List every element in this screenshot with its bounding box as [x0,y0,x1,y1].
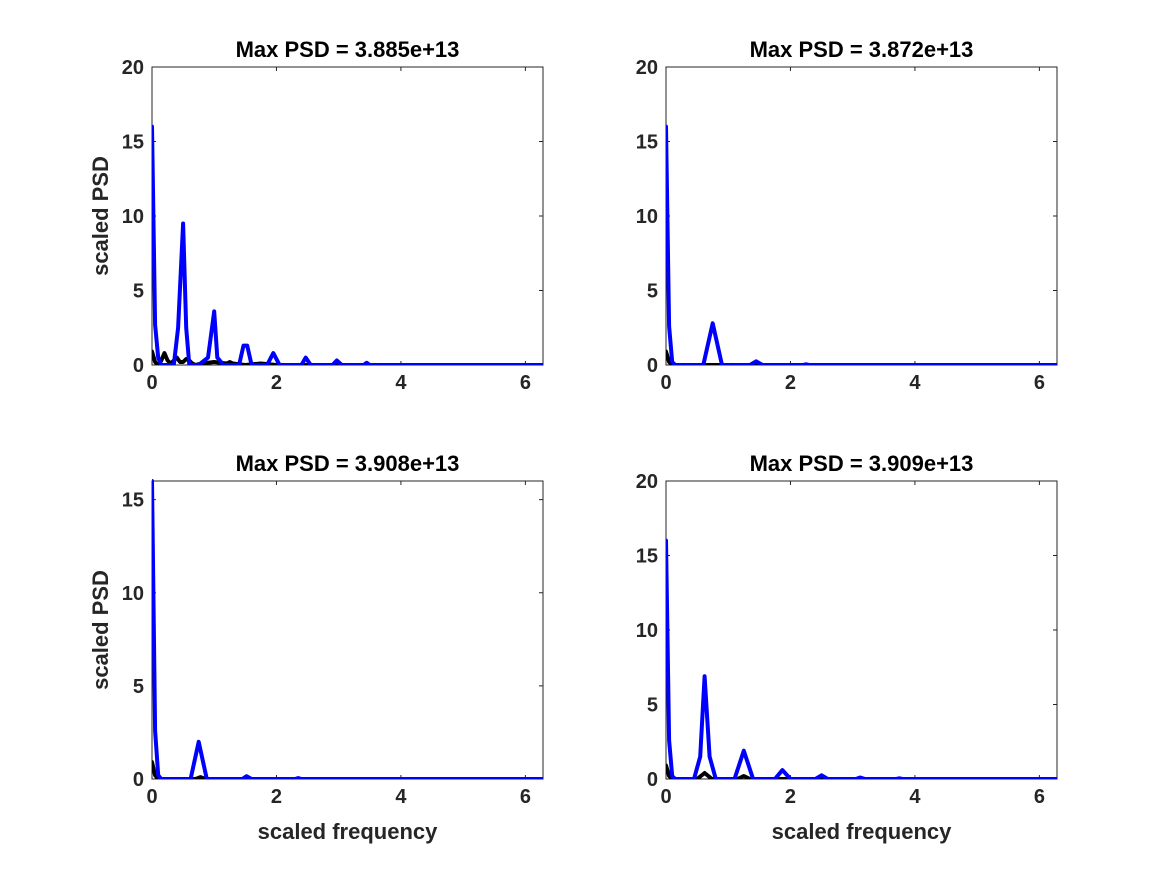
x-tick-label: 0 [660,786,671,808]
axes-box [665,480,1058,780]
x-axis-label: scaled frequency [772,819,953,844]
y-tick-label: 10 [122,206,144,228]
subplot-title: Max PSD = 3.909e+13 [750,451,974,476]
series-line-1 [152,760,543,779]
y-tick-label: 10 [636,620,658,642]
axes-box [665,66,1058,366]
x-tick-label: 6 [520,786,531,808]
x-tick-label: 0 [660,372,671,394]
axes-box [151,480,544,780]
y-tick-label: 0 [133,355,144,377]
x-tick-label: 0 [146,372,157,394]
y-tick-label: 10 [636,206,658,228]
y-tick-label: 15 [122,132,144,154]
series-line-2 [666,124,1057,365]
subplot-title: Max PSD = 3.908e+13 [236,451,460,476]
series-line-2 [152,479,543,779]
x-tick-label: 2 [271,786,282,808]
x-tick-label: 2 [271,372,282,394]
y-tick-label: 10 [122,583,144,605]
series-line-1 [666,349,1057,365]
y-tick-label: 15 [122,490,144,512]
y-tick-label: 0 [133,769,144,791]
y-tick-label: 5 [133,281,144,303]
x-tick-label: 2 [785,372,796,394]
series-line-2 [152,124,543,365]
subplot-4: 0 2 4 6 0 5 10 15 20 Max PSD = 3.909e+13 scaled fr… [636,451,1058,844]
x-tick-label: 0 [146,786,157,808]
x-tick-label: 6 [1034,372,1045,394]
x-axis-label: scaled frequency [258,819,439,844]
y-tick-label: 5 [647,695,658,717]
y-tick-label: 20 [122,57,144,79]
subplot-1: 0 2 4 6 0 5 10 15 20 Max PSD = 3.885e+13 scaled PS… [88,37,544,394]
x-tick-label: 4 [909,372,921,394]
x-tick-label: 6 [520,372,531,394]
y-axis-label: scaled PSD [88,156,113,276]
subplot-title: Max PSD = 3.885e+13 [236,37,460,62]
axes-box [151,66,544,366]
subplot-title: Max PSD = 3.872e+13 [750,37,974,62]
y-tick-label: 20 [636,57,658,79]
x-tick-label: 4 [395,372,407,394]
subplot-3: 0 2 4 6 0 5 10 15 Max PSD = 3.908e+13 scaled freq… [88,451,544,844]
series-line-1 [666,763,1057,779]
y-tick-label: 20 [636,471,658,493]
y-tick-label: 15 [636,546,658,568]
y-tick-label: 0 [647,769,658,791]
y-tick-label: 5 [133,676,144,698]
y-tick-label: 0 [647,355,658,377]
x-tick-label: 4 [909,786,921,808]
y-tick-label: 5 [647,281,658,303]
y-tick-label: 15 [636,132,658,154]
x-tick-label: 4 [395,786,407,808]
subplot-2: 0 2 4 6 0 5 10 15 20 Max PSD = 3.872e+13 [636,37,1058,394]
x-tick-label: 2 [785,786,796,808]
y-axis-label: scaled PSD [88,570,113,690]
x-tick-label: 6 [1034,786,1045,808]
